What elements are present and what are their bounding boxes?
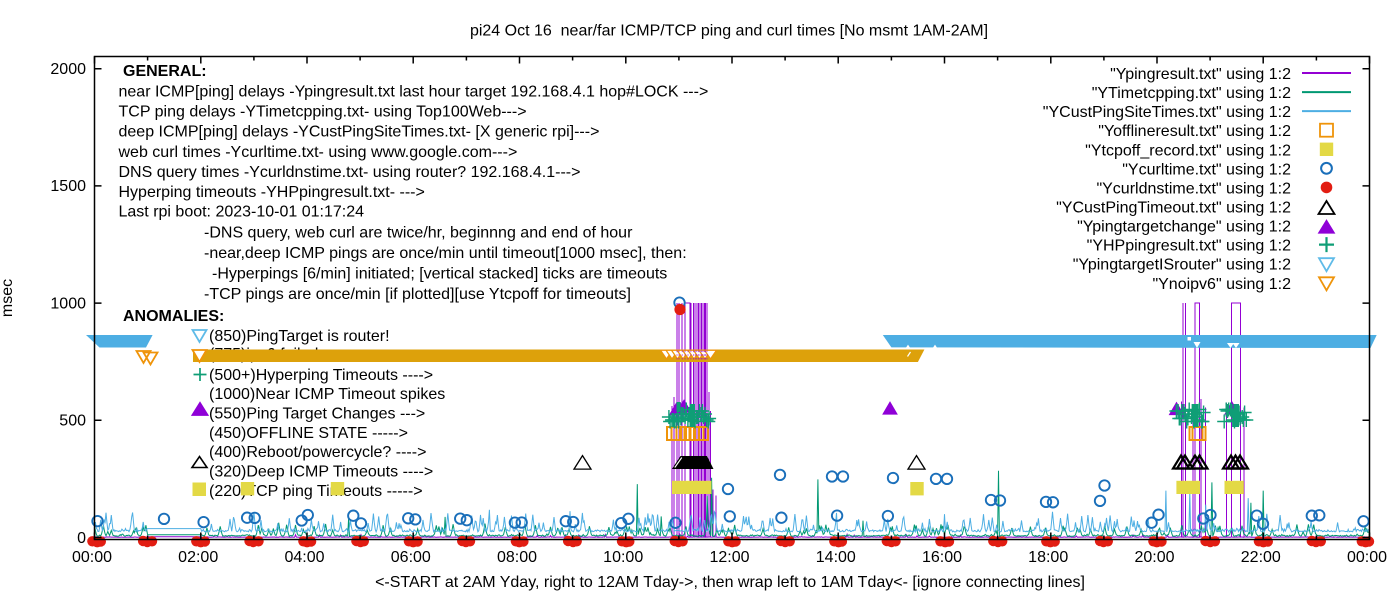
svg-text:"Yofflineresult.txt" using 1:2: "Yofflineresult.txt" using 1:2 — [1098, 123, 1291, 140]
svg-text:pi24 Oct 16 near/far ICMP/TCP: pi24 Oct 16 near/far ICMP/TCP ping and c… — [470, 23, 988, 40]
svg-text:(550)Ping Target Changes --->: (550)Ping Target Changes ---> — [209, 406, 425, 423]
svg-text:1500: 1500 — [50, 178, 86, 195]
svg-text:18:00: 18:00 — [1028, 549, 1068, 566]
svg-text:(400)Reboot/powercycle? ---->: (400)Reboot/powercycle? ----> — [209, 444, 426, 461]
svg-text:Hyperping timeouts -YHPpingres: Hyperping timeouts -YHPpingresult.txt- -… — [119, 184, 425, 201]
svg-text:web curl times -Ycurltime.txt-: web curl times -Ycurltime.txt- using www… — [118, 144, 518, 161]
svg-text:(220)TCP ping Timeouts ----->: (220)TCP ping Timeouts -----> — [209, 483, 423, 500]
svg-text:-TCP pings are once/min [if pl: -TCP pings are once/min [if plotted][use… — [204, 286, 631, 303]
svg-text:"YCustPingTimeout.txt" using 1: "YCustPingTimeout.txt" using 1:2 — [1056, 200, 1291, 217]
svg-text:DNS query times -Ycurldnstime.: DNS query times -Ycurldnstime.txt- using… — [119, 164, 581, 181]
svg-text:16:00: 16:00 — [922, 549, 962, 566]
svg-text:08:00: 08:00 — [497, 549, 537, 566]
svg-text:12:00: 12:00 — [709, 549, 749, 566]
svg-text:"YTimetcpping.txt" using 1:2: "YTimetcpping.txt" using 1:2 — [1092, 85, 1291, 102]
svg-text:02:00: 02:00 — [178, 549, 218, 566]
svg-text:00:00: 00:00 — [1347, 549, 1387, 566]
svg-text:deep ICMP[ping] delays -YCustP: deep ICMP[ping] delays -YCustPingSiteTim… — [119, 124, 600, 141]
svg-text:1000: 1000 — [50, 295, 86, 312]
svg-text:"YHPpingresult.txt" using 1:2: "YHPpingresult.txt" using 1:2 — [1087, 238, 1291, 255]
svg-text:msec: msec — [0, 279, 16, 317]
svg-text:near ICMP[ping] delays -Ypingr: near ICMP[ping] delays -Ypingresult.txt … — [119, 84, 709, 101]
svg-text:ANOMALIES:: ANOMALIES: — [123, 308, 224, 325]
svg-text:"Ypingresult.txt" using 1:2: "Ypingresult.txt" using 1:2 — [1110, 66, 1291, 83]
svg-text:"Ycurltime.txt" using 1:2: "Ycurltime.txt" using 1:2 — [1122, 161, 1291, 178]
svg-text:2000: 2000 — [50, 61, 86, 78]
svg-text:22:00: 22:00 — [1241, 549, 1281, 566]
svg-text:20:00: 20:00 — [1134, 549, 1174, 566]
svg-text:TCP ping delays -YTimetcpping.: TCP ping delays -YTimetcpping.txt- using… — [119, 104, 527, 121]
svg-text:-near,deep ICMP pings are once: -near,deep ICMP pings are once/min until… — [204, 245, 687, 262]
svg-text:"Ypingtargetchange" using 1:2: "Ypingtargetchange" using 1:2 — [1077, 219, 1291, 236]
svg-text:14:00: 14:00 — [816, 549, 856, 566]
svg-text:500: 500 — [59, 413, 86, 430]
svg-text:(500+)Hyperping Timeouts ---->: (500+)Hyperping Timeouts ----> — [209, 367, 433, 384]
svg-text:"Ynoipv6" using 1:2: "Ynoipv6" using 1:2 — [1152, 276, 1291, 293]
svg-text:"YpingtargetISrouter" using 1:: "YpingtargetISrouter" using 1:2 — [1073, 257, 1291, 274]
svg-text:GENERAL:: GENERAL: — [123, 63, 207, 80]
svg-text:<-START at 2AM Yday, right to: <-START at 2AM Yday, right to 12AM Tday-… — [375, 574, 1085, 591]
svg-text:(450)OFFLINE STATE ----->: (450)OFFLINE STATE -----> — [209, 425, 408, 442]
svg-text:00:00: 00:00 — [72, 549, 112, 566]
svg-text:"YCustPingSiteTimes.txt" using: "YCustPingSiteTimes.txt" using 1:2 — [1043, 104, 1291, 121]
svg-text:Last rpi boot: 2023-10-01 01:1: Last rpi boot: 2023-10-01 01:17:24 — [119, 204, 365, 221]
svg-text:(850)PingTarget is router!: (850)PingTarget is router! — [209, 328, 390, 345]
svg-text:(320)Deep ICMP Timeouts ---->: (320)Deep ICMP Timeouts ----> — [209, 464, 433, 481]
svg-text:06:00: 06:00 — [391, 549, 431, 566]
svg-text:04:00: 04:00 — [284, 549, 324, 566]
svg-text:(1000)Near ICMP Timeout spikes: (1000)Near ICMP Timeout spikes — [209, 386, 445, 403]
svg-text:-Hyperpings [6/min] initiated;: -Hyperpings [6/min] initiated; [vertical… — [212, 266, 667, 283]
svg-text:"Ycurldnstime.txt" using 1:2: "Ycurldnstime.txt" using 1:2 — [1096, 180, 1291, 197]
svg-text:0: 0 — [77, 530, 86, 547]
svg-text:"Ytcpoff_record.txt" using 1:2: "Ytcpoff_record.txt" using 1:2 — [1085, 142, 1291, 159]
svg-text:-DNS query, web curl are twice: -DNS query, web curl are twice/hr, begin… — [204, 225, 633, 242]
svg-text:10:00: 10:00 — [603, 549, 643, 566]
